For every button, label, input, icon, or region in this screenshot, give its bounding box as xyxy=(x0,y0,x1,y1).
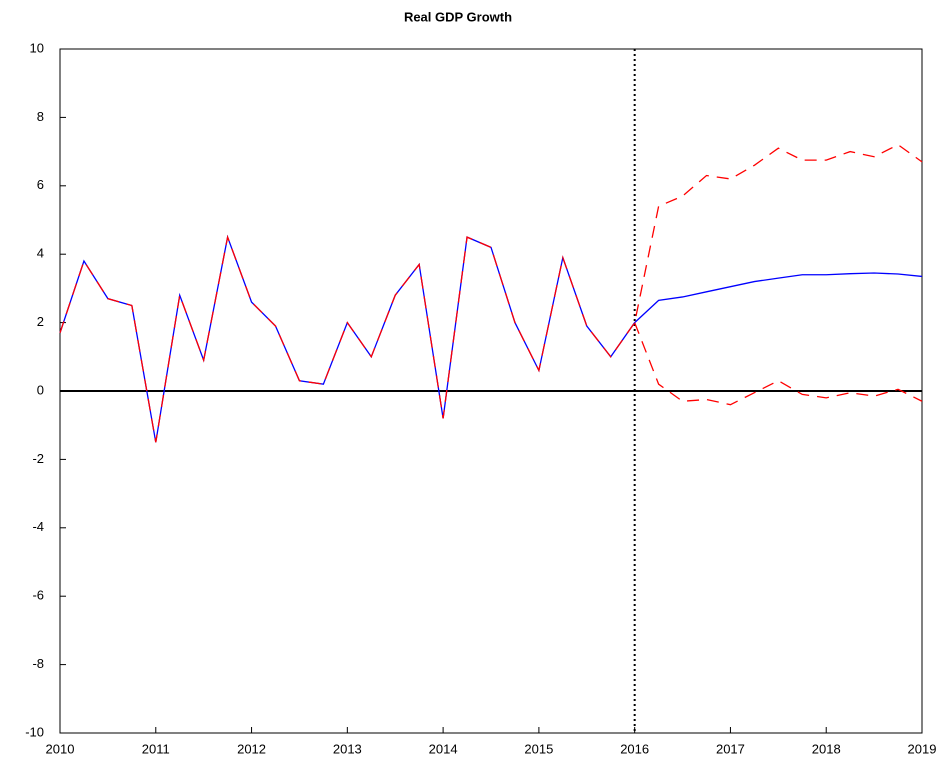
y-tick-label: 2 xyxy=(37,314,44,329)
y-tick-label: 8 xyxy=(37,109,44,124)
series-line xyxy=(59,144,923,443)
x-tick-label: 2012 xyxy=(237,741,266,756)
y-tick-label: -4 xyxy=(32,519,44,534)
x-tick-label: 2014 xyxy=(429,741,458,756)
x-tick-label: 2013 xyxy=(333,741,362,756)
series-line xyxy=(59,234,923,443)
y-tick-label: -10 xyxy=(25,724,44,739)
x-tick-label: 2011 xyxy=(142,741,170,756)
y-tick-label: -8 xyxy=(32,656,44,671)
y-tick-label: 4 xyxy=(37,246,44,261)
x-tick-label: 2015 xyxy=(524,741,553,756)
y-tick-label: 10 xyxy=(30,40,44,55)
chart-title: Real GDP Growth xyxy=(404,9,512,24)
x-tick-label: 2019 xyxy=(908,741,937,756)
y-tick-label: -6 xyxy=(32,588,44,603)
x-tick-label: 2018 xyxy=(812,741,841,756)
series-line xyxy=(634,322,923,406)
y-tick-label: -2 xyxy=(32,451,44,466)
y-tick-label: 0 xyxy=(37,382,44,397)
x-tick-label: 2010 xyxy=(46,741,75,756)
x-tick-label: 2017 xyxy=(716,741,745,756)
x-tick-label: 2016 xyxy=(620,741,649,756)
y-tick-label: 6 xyxy=(37,177,44,192)
